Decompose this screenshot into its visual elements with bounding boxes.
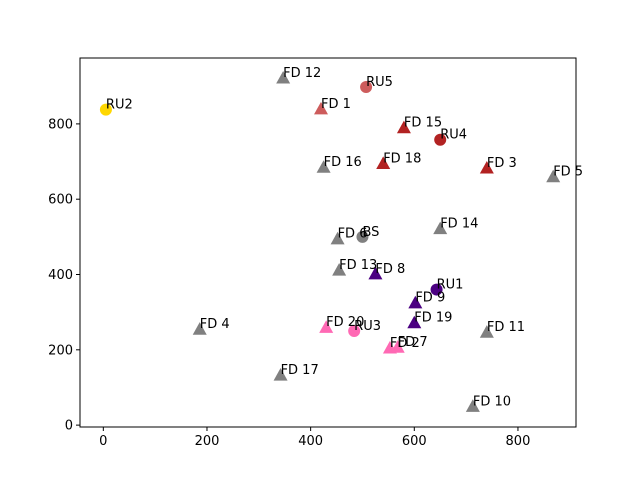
point-ru1 (430, 283, 443, 296)
y-tick-label: 0 (65, 419, 73, 434)
label-fd-17: FD 17 (281, 363, 319, 378)
label-ru1: RU1 (437, 278, 464, 293)
label-fd-18: FD 18 (383, 151, 421, 166)
label-fd-15: FD 15 (404, 116, 442, 131)
point-fd-6 (330, 231, 345, 245)
x-tick-label: 400 (298, 434, 323, 449)
label-fd-9: FD 9 (415, 291, 445, 306)
label-fd-10: FD 10 (473, 394, 511, 409)
point-fd-11 (479, 325, 494, 338)
x-tick-label: 200 (195, 434, 220, 449)
label-fd-20: FD 20 (326, 315, 364, 330)
point-ru4 (434, 133, 447, 146)
point-fd-3 (479, 160, 494, 174)
label-fd-12: FD 12 (283, 66, 321, 81)
data-points (99, 70, 561, 412)
label-fd-4: FD 4 (200, 317, 230, 332)
point-fd-1 (314, 101, 329, 115)
point-ru2 (99, 103, 112, 116)
label-fd-1: FD 1 (321, 97, 351, 112)
label-fd-2: FD 2 (390, 336, 420, 351)
label-fd-16: FD 16 (324, 155, 362, 170)
point-fd-14 (433, 221, 448, 235)
point-labels: BS RU1 RU2 RU3 RU4 RU5 FD 1 FD 2 FD 3 FD 4 FD 5 FD … (106, 66, 583, 409)
label-bs: BS (362, 225, 379, 240)
point-fd-17 (273, 368, 288, 381)
x-tick-label: 800 (506, 434, 531, 449)
point-fd-7 (390, 340, 405, 353)
y-tick-label: 400 (48, 268, 73, 283)
y-tick-label: 600 (48, 193, 73, 208)
axes-frame (79, 57, 577, 428)
label-fd-7: FD 7 (398, 335, 428, 350)
label-ru2: RU2 (106, 98, 133, 113)
point-fd-13 (332, 262, 347, 276)
point-fd-5 (546, 169, 561, 183)
point-fd-20 (319, 320, 334, 333)
label-fd-14: FD 14 (440, 217, 478, 232)
label-fd-3: FD 3 (487, 156, 517, 171)
point-fd-19 (407, 315, 422, 329)
point-fd-10 (465, 399, 480, 412)
label-ru5: RU5 (366, 75, 393, 90)
point-bs (356, 230, 369, 243)
point-fd-16 (316, 160, 331, 173)
point-fd-8 (368, 266, 383, 280)
x-axis: 0 200 400 600 800 (99, 427, 530, 449)
label-fd-6: FD 6 (338, 227, 368, 242)
label-ru4: RU4 (440, 128, 467, 143)
y-tick-label: 800 (48, 117, 73, 132)
label-fd-5: FD 5 (553, 165, 583, 180)
x-tick-label: 0 (99, 434, 107, 449)
point-ru3 (348, 324, 361, 337)
point-fd-4 (192, 322, 207, 335)
point-fd-15 (396, 120, 411, 134)
point-ru5 (360, 80, 373, 93)
point-fd-9 (408, 295, 423, 309)
label-fd-8: FD 8 (375, 262, 405, 277)
point-fd-12 (276, 70, 291, 84)
x-tick-label: 600 (402, 434, 427, 449)
y-axis: 0 200 400 600 800 (48, 117, 80, 434)
label-fd-19: FD 19 (414, 311, 452, 326)
y-tick-label: 200 (48, 343, 73, 358)
label-fd-13: FD 13 (339, 258, 377, 273)
label-fd-11: FD 11 (487, 320, 525, 335)
point-fd-18 (376, 156, 391, 170)
label-ru3: RU3 (354, 319, 381, 334)
